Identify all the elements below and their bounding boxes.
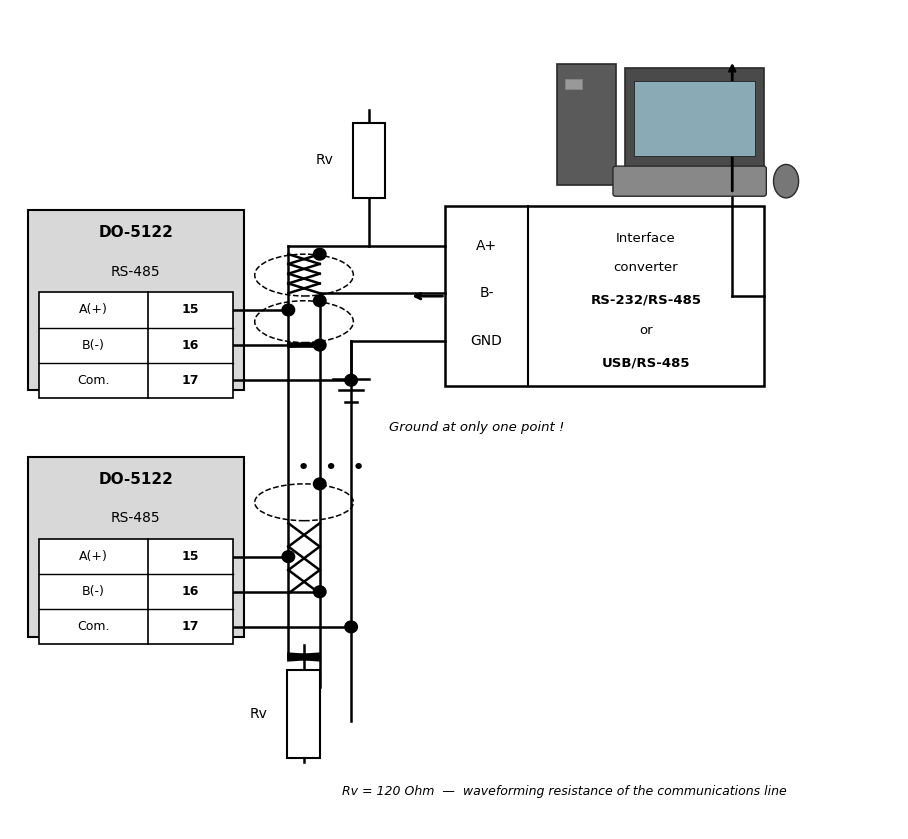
Text: A(+): A(+) — [79, 550, 108, 563]
Circle shape — [313, 478, 326, 490]
Bar — [39, 293, 232, 398]
Bar — [558, 64, 616, 185]
Text: 17: 17 — [182, 373, 199, 387]
Bar — [39, 539, 232, 644]
Circle shape — [313, 339, 326, 351]
Text: USB/RS-485: USB/RS-485 — [602, 357, 690, 369]
Text: Com.: Com. — [77, 620, 110, 633]
Circle shape — [313, 248, 326, 260]
Text: A+: A+ — [476, 239, 498, 253]
Text: DO-5122: DO-5122 — [98, 226, 173, 241]
Text: 16: 16 — [182, 339, 199, 352]
Text: GND: GND — [470, 334, 503, 348]
Text: 15: 15 — [182, 550, 199, 563]
Circle shape — [345, 374, 358, 386]
FancyBboxPatch shape — [613, 166, 766, 196]
Bar — [28, 211, 243, 390]
Text: or: or — [639, 324, 653, 336]
Circle shape — [313, 294, 326, 306]
Text: A(+): A(+) — [79, 304, 108, 316]
Text: RS-485: RS-485 — [111, 265, 161, 279]
Text: B(-): B(-) — [82, 586, 104, 598]
Text: Rv: Rv — [250, 707, 268, 722]
Text: DO-5122: DO-5122 — [98, 472, 173, 487]
Text: 17: 17 — [182, 620, 199, 633]
Circle shape — [345, 621, 358, 633]
Text: RS-232/RS-485: RS-232/RS-485 — [590, 294, 701, 306]
Text: •  •  •: • • • — [297, 458, 365, 478]
Text: Ground at only one point !: Ground at only one point ! — [389, 421, 565, 435]
Bar — [28, 457, 243, 637]
Bar — [634, 81, 755, 156]
Text: 16: 16 — [182, 586, 199, 598]
Text: RS-485: RS-485 — [111, 512, 161, 525]
Bar — [565, 79, 583, 89]
Text: B-: B- — [479, 285, 494, 300]
Text: Com.: Com. — [77, 373, 110, 387]
Ellipse shape — [774, 164, 799, 198]
Text: 15: 15 — [182, 304, 199, 316]
Text: Rv = 120 Ohm  —  waveforming resistance of the communications line: Rv = 120 Ohm — waveforming resistance of… — [342, 785, 787, 798]
Text: B(-): B(-) — [82, 339, 104, 352]
Bar — [625, 68, 764, 169]
Text: Rv: Rv — [315, 154, 333, 167]
Text: converter: converter — [614, 261, 678, 274]
Circle shape — [282, 304, 294, 315]
Bar — [445, 206, 764, 386]
Bar — [353, 122, 385, 198]
Circle shape — [282, 550, 294, 562]
Text: Interface: Interface — [616, 232, 676, 245]
Bar — [288, 670, 320, 758]
Circle shape — [313, 586, 326, 597]
